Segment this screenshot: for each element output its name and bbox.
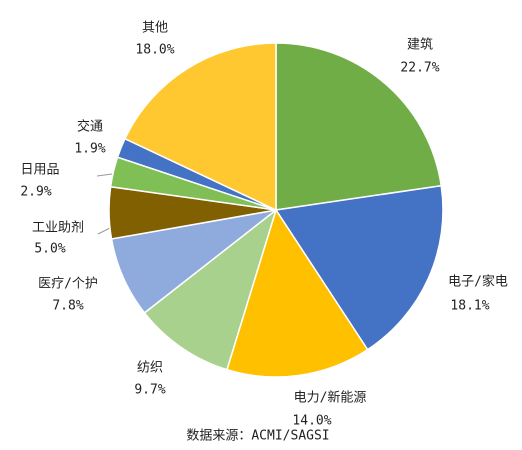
source-note: 数据来源：ACMI/SAGSI bbox=[186, 429, 329, 444]
value-label: 1.9% bbox=[74, 142, 105, 157]
value-label: 18.0% bbox=[135, 43, 174, 58]
pie-slice bbox=[274, 184, 444, 351]
value-label: 7.8% bbox=[52, 299, 83, 314]
pie-slice bbox=[275, 42, 443, 211]
value-label: 5.0% bbox=[34, 242, 65, 257]
slice-label: 其他 bbox=[142, 21, 168, 36]
slice-label: 电力/新能源 bbox=[294, 390, 367, 406]
pie-slice bbox=[226, 208, 369, 378]
value-label: 14.0% bbox=[292, 414, 331, 429]
value-label: 9.7% bbox=[134, 383, 165, 398]
slice-label: 电子/家电 bbox=[448, 274, 508, 290]
pie-slice bbox=[143, 207, 278, 371]
slice-label: 日用品 bbox=[20, 163, 59, 178]
slice-label: 医疗/个护 bbox=[38, 277, 98, 292]
slice-label: 工业助剂 bbox=[32, 221, 84, 236]
pie-slice bbox=[123, 42, 277, 212]
value-label: 18.1% bbox=[450, 299, 489, 314]
slice-label: 纺织 bbox=[137, 361, 163, 376]
slice-label: 交通 bbox=[77, 119, 103, 135]
value-label: 2.9% bbox=[20, 185, 51, 200]
slice-label: 建筑 bbox=[407, 37, 433, 53]
leader-line bbox=[96, 173, 113, 177]
leader-line bbox=[97, 227, 111, 235]
value-label: 22.7% bbox=[400, 61, 439, 76]
